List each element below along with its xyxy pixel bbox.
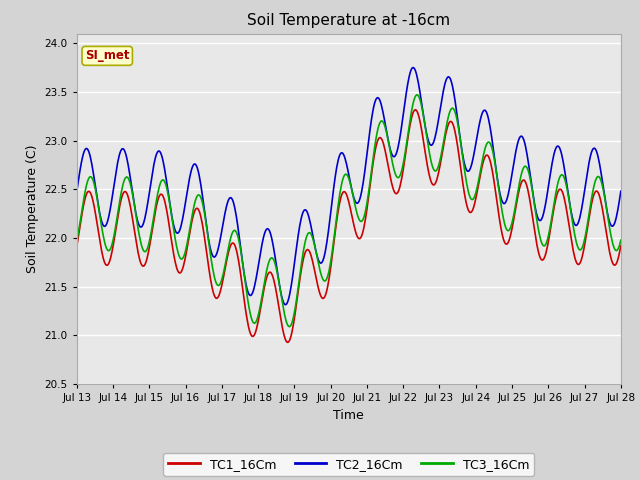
TC2_16Cm	[568, 215, 576, 221]
TC2_16Cm	[617, 188, 625, 194]
TC1_16Cm	[73, 243, 81, 249]
TC2_16Cm	[341, 156, 349, 161]
TC2_16Cm	[409, 65, 417, 71]
TC3_16Cm	[285, 324, 293, 329]
TC2_16Cm	[73, 188, 81, 194]
TC1_16Cm	[193, 206, 200, 212]
TC3_16Cm	[216, 282, 223, 288]
Line: TC2_16Cm: TC2_16Cm	[77, 68, 621, 305]
TC3_16Cm	[568, 219, 576, 225]
Text: SI_met: SI_met	[85, 49, 129, 62]
TC3_16Cm	[617, 237, 625, 243]
TC1_16Cm	[216, 291, 223, 297]
Title: Soil Temperature at -16cm: Soil Temperature at -16cm	[247, 13, 451, 28]
TC1_16Cm	[412, 107, 419, 113]
Legend: TC1_16Cm, TC2_16Cm, TC3_16Cm: TC1_16Cm, TC2_16Cm, TC3_16Cm	[163, 453, 534, 476]
TC2_16Cm	[193, 162, 200, 168]
TC1_16Cm	[341, 189, 349, 195]
TC3_16Cm	[73, 237, 81, 243]
X-axis label: Time: Time	[333, 408, 364, 421]
TC3_16Cm	[193, 195, 200, 201]
TC2_16Cm	[282, 302, 289, 308]
TC3_16Cm	[394, 175, 402, 180]
TC3_16Cm	[341, 172, 349, 178]
TC2_16Cm	[394, 145, 402, 151]
TC3_16Cm	[449, 105, 456, 111]
Line: TC1_16Cm: TC1_16Cm	[77, 110, 621, 342]
TC2_16Cm	[216, 240, 223, 245]
TC1_16Cm	[394, 189, 402, 195]
Y-axis label: Soil Temperature (C): Soil Temperature (C)	[26, 144, 39, 273]
TC1_16Cm	[449, 120, 456, 126]
TC1_16Cm	[617, 243, 625, 249]
Line: TC3_16Cm: TC3_16Cm	[77, 95, 621, 326]
TC1_16Cm	[284, 339, 291, 345]
TC3_16Cm	[413, 92, 420, 98]
TC2_16Cm	[449, 83, 456, 88]
TC1_16Cm	[568, 243, 576, 249]
